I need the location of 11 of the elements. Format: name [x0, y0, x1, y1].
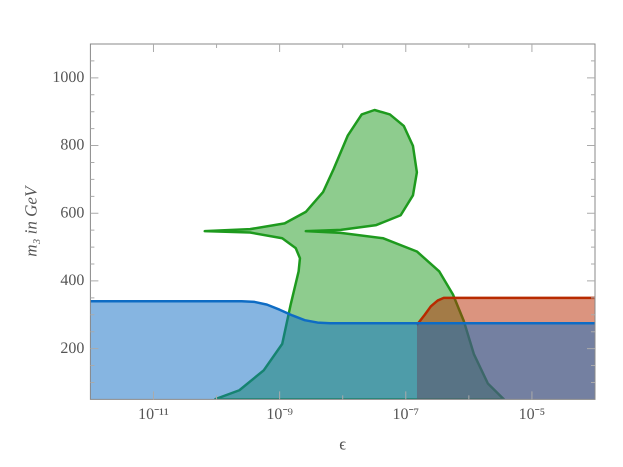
y-tick-label: 1000 — [52, 69, 84, 86]
x-tick-label: 10⁻¹¹ — [138, 406, 169, 424]
y-tick-label: 600 — [60, 204, 84, 222]
y-tick-label: 800 — [60, 136, 84, 154]
y-tick-label: 200 — [60, 340, 84, 357]
x-tick-label: 10⁻⁹ — [266, 406, 294, 424]
y-axis-title: m₃ in GeV — [22, 184, 41, 257]
x-axis-title: ϵ — [339, 434, 346, 454]
x-tick-label: 10⁻⁵ — [518, 406, 546, 424]
x-tick-label: 10⁻⁷ — [392, 406, 420, 424]
y-tick-label: 400 — [60, 272, 84, 290]
